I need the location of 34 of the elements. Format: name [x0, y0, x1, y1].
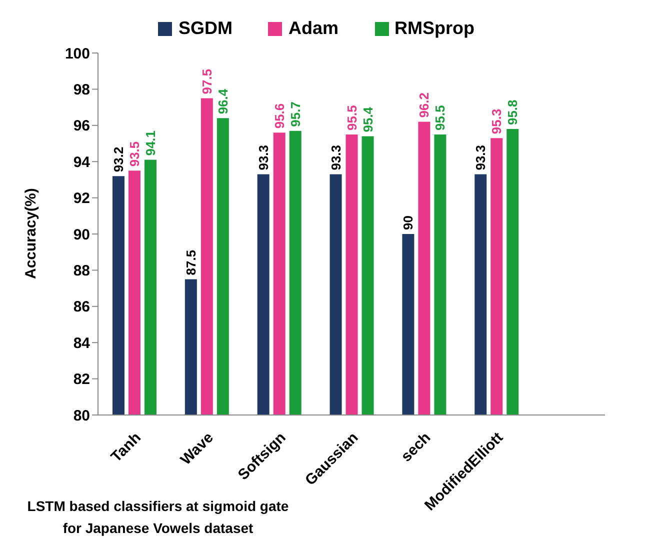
data-label: 95.4 — [360, 106, 376, 132]
y-tick-label: 82 — [73, 371, 90, 388]
y-tick-label: 90 — [73, 226, 90, 244]
data-label: 90 — [400, 216, 416, 230]
data-label: 94.1 — [142, 130, 158, 156]
y-tick-label: 92 — [73, 190, 90, 208]
data-label: 93.3 — [473, 144, 488, 170]
legend-label: RMSprop — [394, 18, 474, 39]
y-tick-label: 96 — [73, 118, 90, 135]
data-label: 95.5 — [344, 105, 360, 130]
data-label: 93.2 — [110, 146, 126, 172]
y-tick-label: 80 — [73, 407, 90, 424]
data-label: 93.3 — [256, 144, 271, 170]
y-axis-title: Accuracy(%) — [22, 188, 40, 279]
y-tick-label: 94 — [73, 154, 91, 171]
y-tick-label: 98 — [73, 82, 90, 99]
y-tick-label: 100 — [64, 45, 90, 62]
data-label: 95.7 — [288, 102, 303, 127]
data-label: 93.5 — [126, 141, 142, 167]
data-label: 87.5 — [183, 250, 198, 276]
y-tick-label: 86 — [73, 298, 90, 316]
data-label: 97.5 — [199, 68, 214, 94]
data-label: 96.2 — [416, 92, 432, 118]
legend-label: Adam — [288, 18, 338, 39]
data-label: 95.8 — [505, 100, 520, 126]
data-label: 95.5 — [432, 105, 448, 130]
y-tick-label: 88 — [73, 262, 90, 280]
data-label: 95.3 — [489, 108, 504, 134]
text: LSTM based classifiers at sigmoid gate for Japanese Vowels dataset — [26, 497, 290, 538]
data-label: 96.4 — [215, 88, 230, 114]
data-label: 93.3 — [328, 144, 344, 170]
y-tick-label: 84 — [73, 334, 91, 352]
data-label: 95.6 — [272, 103, 287, 129]
legend-label: SGDM — [178, 18, 232, 39]
